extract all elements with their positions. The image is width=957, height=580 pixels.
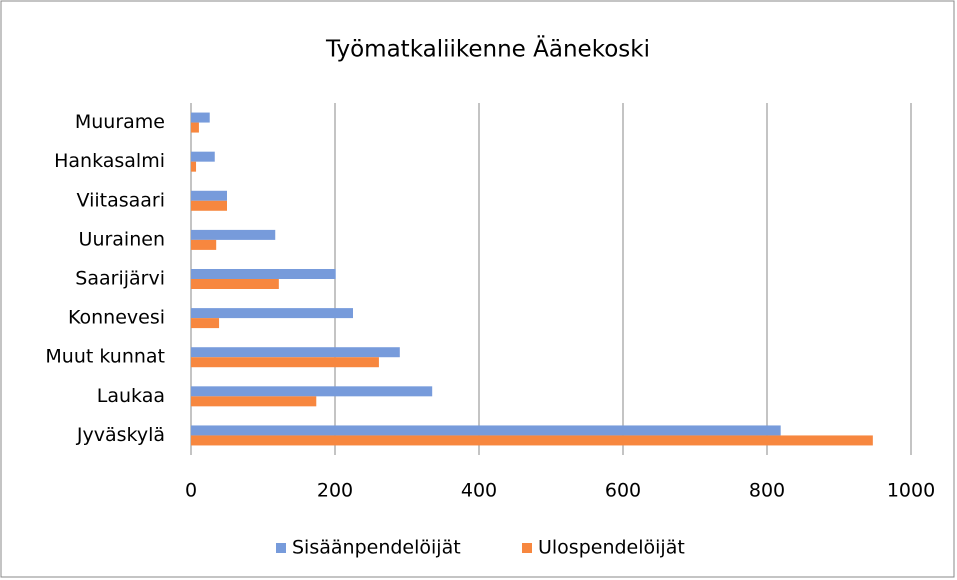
legend-label: Ulospendelöijät <box>538 537 685 559</box>
bar <box>191 308 353 319</box>
y-tick-label: Muut kunnat <box>45 346 165 368</box>
bar <box>191 151 215 162</box>
bar <box>191 386 433 397</box>
bar <box>191 357 379 368</box>
x-tick-label: 0 <box>185 480 197 502</box>
y-tick-label: Saarijärvi <box>75 268 165 290</box>
y-tick-label: Jyväskylä <box>76 424 165 446</box>
bar <box>191 229 276 240</box>
y-tick-label: Uurainen <box>79 228 165 250</box>
y-tick-label: Hankasalmi <box>54 150 165 172</box>
x-tick-label: 800 <box>749 480 785 502</box>
y-tick-label: Laukaa <box>97 385 165 407</box>
legend-label: Sisäänpendelöijät <box>292 537 461 559</box>
y-tick-label: Muurame <box>75 111 165 133</box>
bar <box>191 200 227 211</box>
bar <box>191 318 220 329</box>
x-tick-label: 200 <box>317 480 353 502</box>
y-tick-label: Viitasaari <box>76 189 165 211</box>
bar <box>191 190 227 201</box>
bar <box>191 122 199 133</box>
bar <box>191 279 279 289</box>
legend-swatch <box>276 543 286 553</box>
bar <box>191 347 400 358</box>
x-tick-label: 600 <box>605 480 641 502</box>
bar <box>191 435 873 446</box>
bar <box>191 161 197 172</box>
bar <box>191 239 217 250</box>
bar <box>191 269 336 279</box>
y-tick-label: Konnevesi <box>68 307 165 329</box>
x-tick-label: 400 <box>461 480 497 502</box>
x-tick-label: 1000 <box>887 480 935 502</box>
bar <box>191 396 317 407</box>
bar <box>191 112 210 123</box>
legend-swatch <box>522 543 532 553</box>
bar <box>191 425 781 436</box>
chart-title: Työmatkaliikenne Äänekoski <box>325 35 650 63</box>
